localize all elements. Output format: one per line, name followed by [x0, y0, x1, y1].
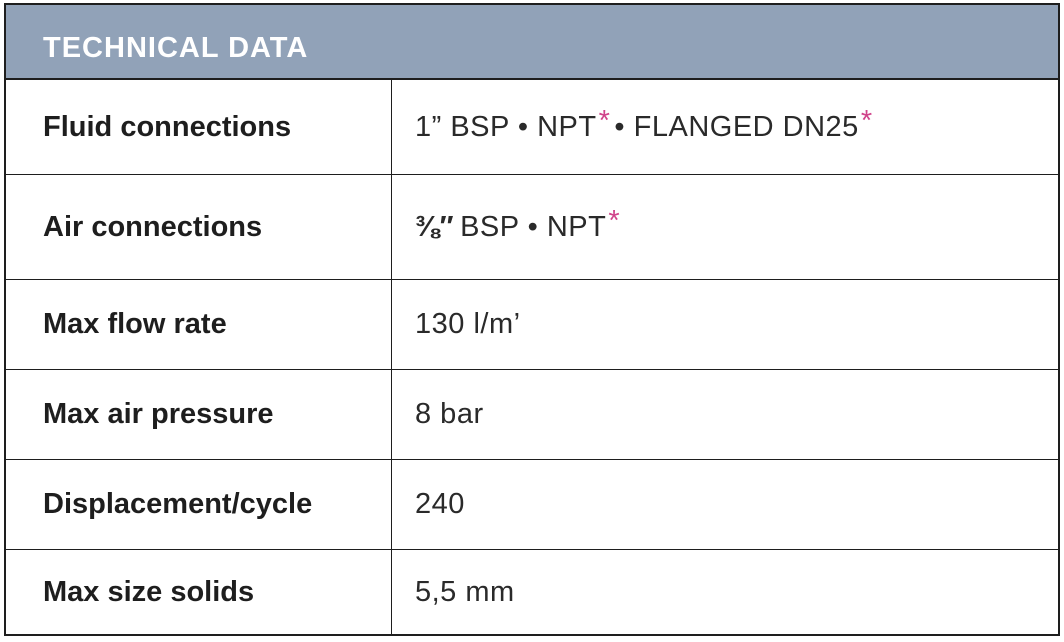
- technical-data-table: TECHNICAL DATA Fluid connections 1” BSP …: [4, 3, 1060, 636]
- row-label: Max air pressure: [6, 370, 392, 459]
- asterisk-note: *: [598, 104, 611, 137]
- row-value: 240: [415, 488, 465, 520]
- table-row: Fluid connections 1” BSP • NPT * • FLANG…: [6, 80, 1058, 175]
- row-value: 130 l/m’: [415, 308, 521, 340]
- value-text: BSP • NPT: [460, 210, 607, 243]
- asterisk-note: *: [860, 104, 873, 137]
- row-label: Air connections: [6, 175, 392, 279]
- fraction-text: ⅜″: [415, 210, 455, 243]
- row-label: Max size solids: [6, 550, 392, 634]
- row-label: Displacement/cycle: [6, 460, 392, 549]
- asterisk-note: *: [608, 204, 621, 237]
- table-row: Max air pressure 8 bar: [6, 370, 1058, 460]
- value-text: 1” BSP • NPT: [415, 110, 597, 143]
- row-value: 5,5 mm: [415, 575, 515, 608]
- table-row: Max size solids 5,5 mm: [6, 550, 1058, 634]
- row-value: 1” BSP • NPT * • FLANGED DN25 *: [392, 80, 1058, 174]
- table-title: TECHNICAL DATA: [43, 32, 309, 64]
- row-label: Max flow rate: [6, 280, 392, 369]
- table-row: Max flow rate 130 l/m’: [6, 280, 1058, 370]
- value-text: • FLANGED DN25: [614, 110, 859, 143]
- table-row: Air connections ⅜″ BSP • NPT *: [6, 175, 1058, 280]
- row-value: ⅜″ BSP • NPT *: [392, 175, 1058, 279]
- table-header: TECHNICAL DATA: [6, 5, 1058, 80]
- row-label: Fluid connections: [6, 80, 392, 174]
- row-value: 8 bar: [415, 398, 484, 430]
- table-row: Displacement/cycle 240: [6, 460, 1058, 550]
